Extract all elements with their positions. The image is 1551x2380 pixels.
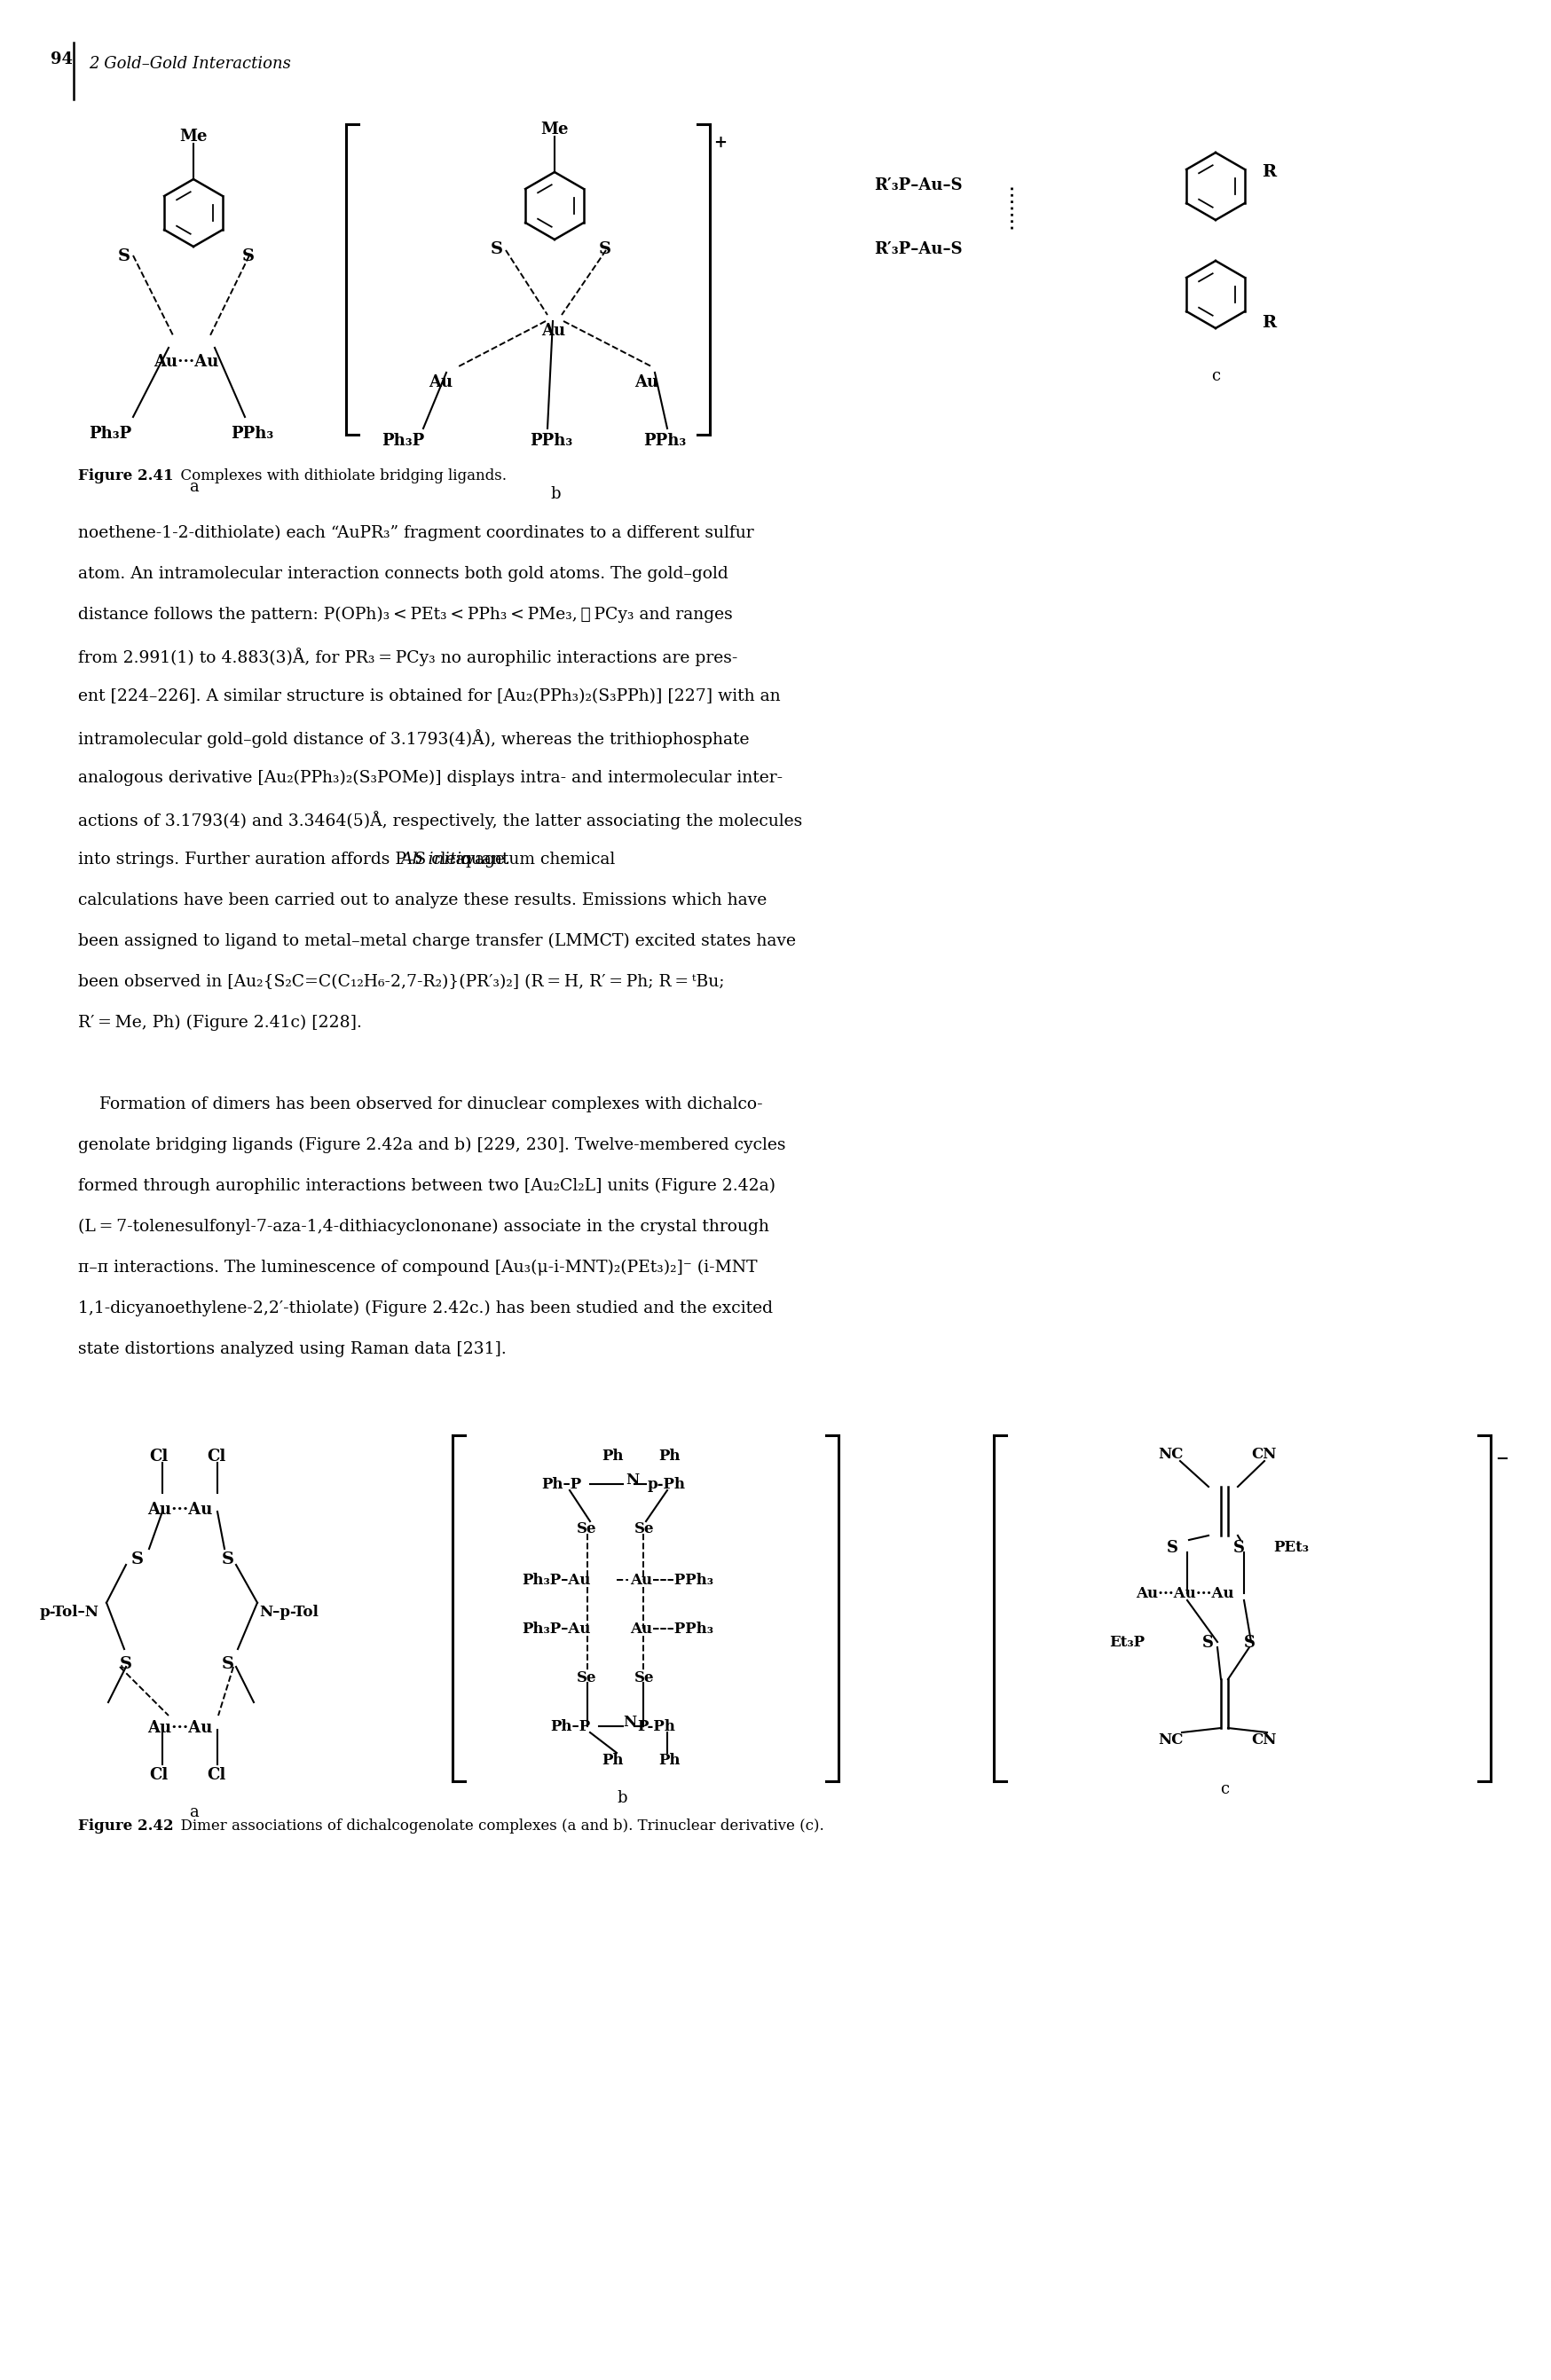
Text: c: c [1211, 369, 1221, 383]
Text: b: b [617, 1790, 627, 1806]
Text: Cl: Cl [206, 1766, 225, 1783]
Text: Ph₃P–Au: Ph₃P–Au [521, 1621, 591, 1637]
Text: S: S [119, 1656, 132, 1673]
Text: Ab initio: Ab initio [400, 852, 472, 869]
Text: Ph: Ph [658, 1449, 681, 1464]
Text: Au···Au: Au···Au [147, 1721, 212, 1735]
Text: CN: CN [1252, 1447, 1276, 1461]
Text: been observed in [Au₂{S₂C=C(C₁₂H₆-2,7-R₂)}(PR′₃)₂] (R = H, R′ = Ph; R = ᵗBu;: been observed in [Au₂{S₂C=C(C₁₂H₆-2,7-R₂… [78, 973, 724, 990]
Text: S: S [118, 248, 130, 264]
Text: Se: Se [634, 1671, 655, 1685]
Text: a: a [189, 1804, 199, 1821]
Text: Ph₃P: Ph₃P [382, 433, 425, 450]
Text: Ph: Ph [602, 1752, 624, 1768]
Text: PPh₃: PPh₃ [231, 426, 273, 443]
Text: Ph–P: Ph–P [541, 1478, 582, 1492]
Text: quantum chemical: quantum chemical [454, 852, 614, 869]
Text: b: b [551, 486, 560, 502]
Text: S: S [222, 1552, 234, 1568]
Text: Et₃P: Et₃P [1109, 1635, 1145, 1649]
Text: 1,1-dicyanoethylene-2,2′-thiolate) (Figure 2.42c.) has been studied and the exci: 1,1-dicyanoethylene-2,2′-thiolate) (Figu… [78, 1299, 772, 1316]
Text: Au–––PPh₃: Au–––PPh₃ [630, 1573, 713, 1587]
Text: Ph₃P: Ph₃P [88, 426, 132, 443]
Text: +: + [713, 136, 727, 150]
Text: genolate bridging ligands (Figure 2.42a and b) [229, 230]. Twelve-membered cycle: genolate bridging ligands (Figure 2.42a … [78, 1138, 786, 1154]
Text: Au: Au [541, 324, 565, 338]
Text: p-Tol–N: p-Tol–N [40, 1604, 99, 1618]
Text: S: S [132, 1552, 144, 1568]
Text: PPh₃: PPh₃ [530, 433, 572, 450]
Text: formed through aurophilic interactions between two [Au₂Cl₂L] units (Figure 2.42a: formed through aurophilic interactions b… [78, 1178, 776, 1195]
Text: NC: NC [1159, 1733, 1183, 1747]
Text: PEt₃: PEt₃ [1273, 1540, 1309, 1554]
Text: Au···Au: Au···Au [147, 1502, 212, 1518]
Text: 2 Gold–Gold Interactions: 2 Gold–Gold Interactions [88, 55, 292, 71]
Text: Figure 2.42: Figure 2.42 [78, 1818, 174, 1833]
Text: from 2.991(1) to 4.883(3)Å, for PR₃ = PCy₃ no aurophilic interactions are pres-: from 2.991(1) to 4.883(3)Å, for PR₃ = PC… [78, 647, 738, 666]
Text: R′₃P–Au–S: R′₃P–Au–S [875, 240, 962, 257]
Text: π–π interactions. The luminescence of compound [Au₃(μ-i-MNT)₂(PEt₃)₂]⁻ (i-MNT: π–π interactions. The luminescence of co… [78, 1259, 757, 1276]
Text: 94: 94 [51, 52, 73, 67]
Text: S: S [242, 248, 254, 264]
Text: N–p-Tol: N–p-Tol [259, 1604, 318, 1618]
Text: analogous derivative [Au₂(PPh₃)₂(S₃POMe)] displays intra- and intermolecular int: analogous derivative [Au₂(PPh₃)₂(S₃POMe)… [78, 771, 783, 785]
Text: Se: Se [634, 1521, 655, 1537]
Text: CN: CN [1252, 1733, 1276, 1747]
Text: Se: Se [577, 1671, 597, 1685]
Text: Complexes with dithiolate bridging ligands.: Complexes with dithiolate bridging ligan… [171, 469, 507, 483]
Text: Au: Au [428, 374, 453, 390]
Text: into strings. Further auration affords P–S cleavage.: into strings. Further auration affords P… [78, 852, 515, 869]
Text: Ph: Ph [658, 1752, 681, 1768]
Text: Formation of dimers has been observed for dinuclear complexes with dichalco-: Formation of dimers has been observed fo… [78, 1097, 763, 1111]
Text: noethene-1-2-dithiolate) each “AuPR₃” fragment coordinates to a different sulfur: noethene-1-2-dithiolate) each “AuPR₃” fr… [78, 526, 754, 540]
Text: Me: Me [180, 129, 208, 145]
Text: calculations have been carried out to analyze these results. Emissions which hav: calculations have been carried out to an… [78, 892, 766, 909]
Text: S: S [1202, 1635, 1214, 1652]
Text: −: − [1495, 1452, 1509, 1466]
Text: (L = 7-tolenesulfonyl-7-aza-1,4-dithiacyclononane) associate in the crystal thro: (L = 7-tolenesulfonyl-7-aza-1,4-dithiacy… [78, 1219, 769, 1235]
Text: Ph₃P–Au: Ph₃P–Au [521, 1573, 591, 1587]
Text: S: S [599, 240, 611, 257]
Text: Au–––PPh₃: Au–––PPh₃ [630, 1621, 713, 1637]
Text: state distortions analyzed using Raman data [231].: state distortions analyzed using Raman d… [78, 1342, 507, 1357]
Text: N: N [624, 1714, 636, 1730]
Text: R′ = Me, Ph) (Figure 2.41c) [228].: R′ = Me, Ph) (Figure 2.41c) [228]. [78, 1014, 361, 1031]
Text: Cl: Cl [149, 1449, 168, 1464]
Text: a: a [189, 478, 199, 495]
Text: S: S [222, 1656, 234, 1673]
Text: been assigned to ligand to metal–metal charge transfer (LMMCT) excited states ha: been assigned to ligand to metal–metal c… [78, 933, 796, 950]
Text: R: R [1263, 314, 1276, 331]
Text: actions of 3.1793(4) and 3.3464(5)Å, respectively, the latter associating the mo: actions of 3.1793(4) and 3.3464(5)Å, res… [78, 812, 802, 828]
Text: Se: Se [577, 1521, 597, 1537]
Text: Cl: Cl [149, 1766, 168, 1783]
Text: intramolecular gold–gold distance of 3.1793(4)Å), whereas the trithiophosphate: intramolecular gold–gold distance of 3.1… [78, 728, 749, 747]
Text: distance follows the pattern: P(OPh)₃ < PEt₃ < PPh₃ < PMe₃, ≪ PCy₃ and ranges: distance follows the pattern: P(OPh)₃ < … [78, 607, 732, 624]
Text: ent [224–226]. A similar structure is obtained for [Au₂(PPh₃)₂(S₃PPh)] [227] wit: ent [224–226]. A similar structure is ob… [78, 688, 780, 704]
Text: atom. An intramolecular interaction connects both gold atoms. The gold–gold: atom. An intramolecular interaction conn… [78, 566, 729, 583]
Text: NC: NC [1159, 1447, 1183, 1461]
Text: PPh₃: PPh₃ [644, 433, 686, 450]
Text: S: S [1166, 1540, 1179, 1557]
Text: R: R [1263, 164, 1276, 181]
Text: Au···Au: Au···Au [154, 355, 219, 369]
Text: Ph–P: Ph–P [551, 1718, 591, 1735]
Text: P-Ph: P-Ph [637, 1718, 675, 1735]
Text: Cl: Cl [206, 1449, 225, 1464]
Text: S: S [1233, 1540, 1245, 1557]
Text: Dimer associations of dichalcogenolate complexes (a and b). Trinuclear derivativ: Dimer associations of dichalcogenolate c… [171, 1818, 824, 1833]
Text: c: c [1221, 1780, 1228, 1797]
Text: R′₃P–Au–S: R′₃P–Au–S [875, 178, 962, 193]
Text: N: N [625, 1473, 639, 1488]
Text: p-Ph: p-Ph [648, 1478, 686, 1492]
Text: Ph: Ph [602, 1449, 624, 1464]
Text: Me: Me [540, 121, 568, 138]
Text: S: S [490, 240, 503, 257]
Text: Au: Au [634, 374, 659, 390]
Text: Figure 2.41: Figure 2.41 [78, 469, 174, 483]
Text: Au···Au···Au: Au···Au···Au [1135, 1585, 1235, 1602]
Text: S: S [1244, 1635, 1255, 1652]
